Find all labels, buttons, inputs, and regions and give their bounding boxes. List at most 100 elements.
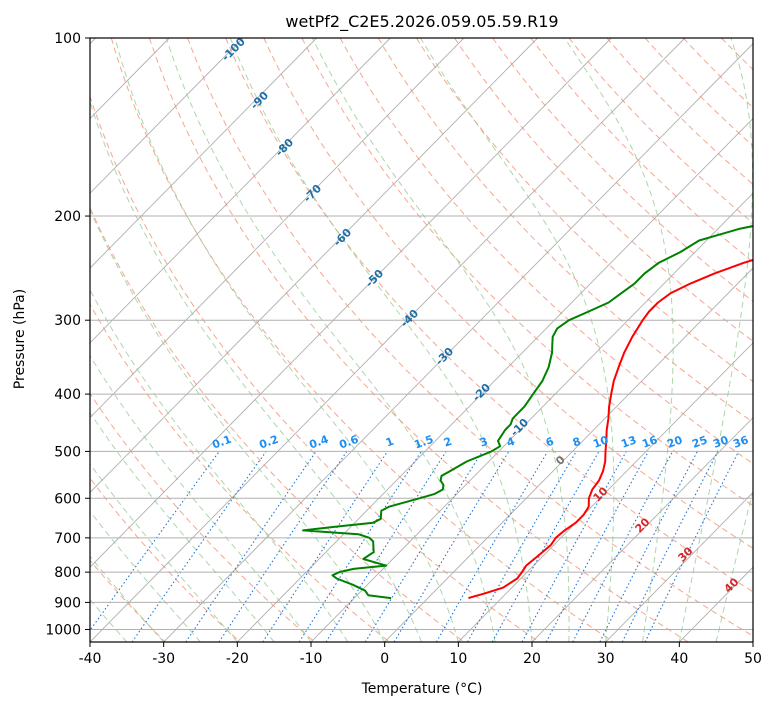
moist-adiabat-line xyxy=(165,38,496,642)
plot-area: -100-90-80-70-60-50-40-30-20-10010203040… xyxy=(45,31,775,667)
dry-adiabat-line xyxy=(187,38,753,637)
x-tick-label: 40 xyxy=(670,651,688,667)
dry-adiabat-label: -70 xyxy=(301,182,324,205)
mixing-ratio-label: 16 xyxy=(640,433,659,451)
y-tick-label: 400 xyxy=(54,387,81,403)
isotherm-line xyxy=(457,342,753,642)
y-tick-label: 800 xyxy=(54,565,81,581)
y-axis-title: Pressure (hPa) xyxy=(12,289,28,389)
moist-adiabat-label: 20 xyxy=(633,515,653,535)
dry-adiabat-line xyxy=(90,303,390,642)
isotherm-line xyxy=(90,38,391,344)
mixing-ratio-label: 10 xyxy=(591,433,610,451)
mixing-ratio-line xyxy=(467,451,577,642)
mixing-ratio-label: 2 xyxy=(442,435,454,450)
moist-adiabat-line xyxy=(90,288,349,642)
mixing-ratio-line xyxy=(298,451,422,642)
isotherm-line xyxy=(531,416,753,642)
x-tick-label: 0 xyxy=(380,651,389,667)
dry-adiabat-line xyxy=(454,38,753,342)
temperature-profile-line xyxy=(468,258,753,600)
mixing-ratio-line xyxy=(491,451,600,642)
dry-adiabat-label: -60 xyxy=(331,226,354,249)
mixing-ratio-line xyxy=(131,451,267,642)
x-tick-label: 20 xyxy=(523,651,541,667)
dry-adiabat-line xyxy=(339,38,753,465)
isotherm-line xyxy=(678,566,753,642)
dry-adiabat-label: -20 xyxy=(470,381,493,404)
x-tick-label: 50 xyxy=(744,651,762,667)
x-tick-label: 10 xyxy=(449,651,467,667)
moist-adiabat-line xyxy=(90,555,165,642)
x-tick-label: -30 xyxy=(152,651,175,667)
mixing-ratio-label: 36 xyxy=(731,433,750,451)
moist-adiabat-line xyxy=(678,38,753,642)
mixing-ratio-label: 4 xyxy=(505,435,517,450)
chart-title: wetPf2_C2E5.2026.059.05.59.R19 xyxy=(285,12,558,32)
dry-adiabat-line xyxy=(90,206,465,642)
y-tick-label: 900 xyxy=(54,595,81,611)
isotherm-line xyxy=(236,117,753,642)
mixing-ratio-label: 0.2 xyxy=(257,433,280,452)
plot-frame xyxy=(89,37,754,643)
mixing-ratio-line xyxy=(545,451,649,642)
isotherm-line xyxy=(90,38,244,194)
isotherm-line xyxy=(90,38,612,568)
mixing-ratio-line xyxy=(435,451,549,642)
mixing-ratio-label: 20 xyxy=(665,433,684,451)
moist-adiabat-line xyxy=(311,38,570,642)
mixing-ratio-line xyxy=(364,451,483,642)
mixing-ratio-line xyxy=(90,451,220,632)
mixing-ratio-label: 0.4 xyxy=(307,433,330,452)
moist-adiabat-line xyxy=(90,100,422,642)
moist-adiabat-line xyxy=(564,38,674,642)
dry-adiabat-line xyxy=(568,38,753,224)
dry-adiabat-line xyxy=(90,392,316,642)
mixing-ratio-label: 3 xyxy=(478,435,490,450)
dry-adiabat-line xyxy=(530,38,753,263)
moist-adiabat-label: 30 xyxy=(676,544,696,564)
y-tick-label: 100 xyxy=(54,31,81,47)
moist-adiabat-line xyxy=(90,208,386,642)
moist-adiabat-line xyxy=(90,510,201,642)
mixing-ratio-line xyxy=(599,451,698,642)
isotherm-line xyxy=(90,38,317,269)
dry-adiabat-line xyxy=(721,38,753,71)
dry-adiabat-line xyxy=(263,38,753,549)
mixing-ratio-label: 0.1 xyxy=(210,433,233,452)
isotherm-line xyxy=(163,43,753,642)
mixing-ratio-label: 13 xyxy=(619,433,638,450)
moist-adiabat-line xyxy=(114,38,459,642)
mixing-ratio-line xyxy=(262,451,388,642)
dry-adiabat-line xyxy=(225,38,753,593)
isotherm-line xyxy=(90,38,686,642)
isotherm-line xyxy=(90,38,465,419)
moist-adiabat-line xyxy=(90,463,238,642)
y-tick-label: 1000 xyxy=(45,622,81,638)
moist-adiabat-label: 40 xyxy=(722,575,742,595)
y-tick-label: 700 xyxy=(54,531,81,547)
mixing-ratio-label: 25 xyxy=(690,433,709,450)
mixing-ratio-line xyxy=(325,451,447,642)
dry-adiabat-line xyxy=(148,38,689,642)
mixing-ratio-line xyxy=(621,451,719,642)
moist-adiabat-line xyxy=(420,38,615,642)
isotherm-line xyxy=(384,267,753,642)
isotherm-line xyxy=(605,491,753,642)
x-axis-title: Temperature (°C) xyxy=(361,681,483,697)
y-tick-label: 200 xyxy=(54,209,81,225)
plot-clip-group xyxy=(90,38,775,642)
x-tick-label: -20 xyxy=(226,651,249,667)
isotherm-line xyxy=(752,641,753,642)
dry-adiabat-label: -100 xyxy=(219,35,248,64)
y-tick-label: 300 xyxy=(54,313,81,329)
dry-adiabat-line xyxy=(90,477,241,642)
mixing-ratio-line xyxy=(185,451,317,642)
dry-adiabat-line xyxy=(760,38,775,642)
dry-adiabat-label: -40 xyxy=(398,307,421,330)
mixing-ratio-label: 1.5 xyxy=(412,433,435,452)
moist-adiabat-line xyxy=(229,38,533,642)
y-tick-label: 500 xyxy=(54,444,81,460)
dewpoint-profile-line xyxy=(302,225,753,600)
mixing-ratio-line xyxy=(521,451,627,642)
